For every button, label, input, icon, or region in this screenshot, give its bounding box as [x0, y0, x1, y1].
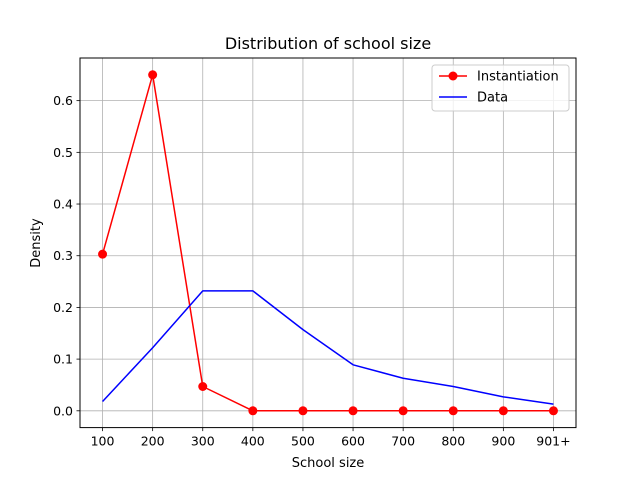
plot-frame: [79, 57, 577, 429]
data-point-instantiation: [398, 406, 408, 416]
x-tick-label: 800: [441, 434, 465, 449]
y-tick-label: 0.3: [53, 248, 73, 263]
x-tick-label: 400: [241, 434, 265, 449]
x-tick-label: 200: [141, 434, 165, 449]
series-line-data: [102, 290, 554, 405]
series-layer: [98, 70, 558, 416]
data-point-instantiation: [348, 406, 358, 416]
y-tick-label: 0.5: [53, 145, 73, 160]
legend-label-instantiation: Instantiation: [477, 70, 559, 85]
legend-label-data: Data: [477, 91, 508, 106]
legend-marker-instantiation: [448, 71, 458, 81]
data-point-instantiation: [298, 406, 308, 416]
y-axis-label: Density: [29, 218, 44, 268]
x-tick-label: 300: [191, 434, 215, 449]
y-tick-label: 0.6: [53, 93, 73, 108]
series-line-instantiation: [101, 74, 554, 412]
x-tick-label: 100: [91, 434, 115, 449]
y-tick-label: 0.2: [53, 300, 73, 315]
data-point-instantiation: [148, 70, 158, 80]
data-point-instantiation: [498, 406, 508, 416]
y-tick-label: 0.0: [53, 403, 73, 418]
x-tick-label: 500: [291, 434, 315, 449]
y-tick-label: 0.4: [53, 197, 73, 212]
data-point-instantiation: [248, 406, 258, 416]
y-tick-label: 0.1: [53, 352, 73, 367]
x-tick-label: 700: [391, 434, 415, 449]
data-point-instantiation: [98, 249, 108, 259]
data-point-instantiation: [448, 406, 458, 416]
x-axis-label: School size: [292, 456, 365, 471]
data-point-instantiation: [548, 406, 558, 416]
x-tick-label: 901+: [536, 434, 570, 449]
legend: Instantiation Data: [431, 64, 570, 112]
data-point-instantiation: [198, 382, 208, 392]
x-tick-label: 900: [491, 434, 515, 449]
ticks: 100 200 300 400 500 600 700 800 900 901+ 0.0 0.1 0.2…: [53, 93, 571, 448]
chart-title: Distribution of school size: [225, 34, 431, 53]
x-tick-label: 600: [341, 434, 365, 449]
